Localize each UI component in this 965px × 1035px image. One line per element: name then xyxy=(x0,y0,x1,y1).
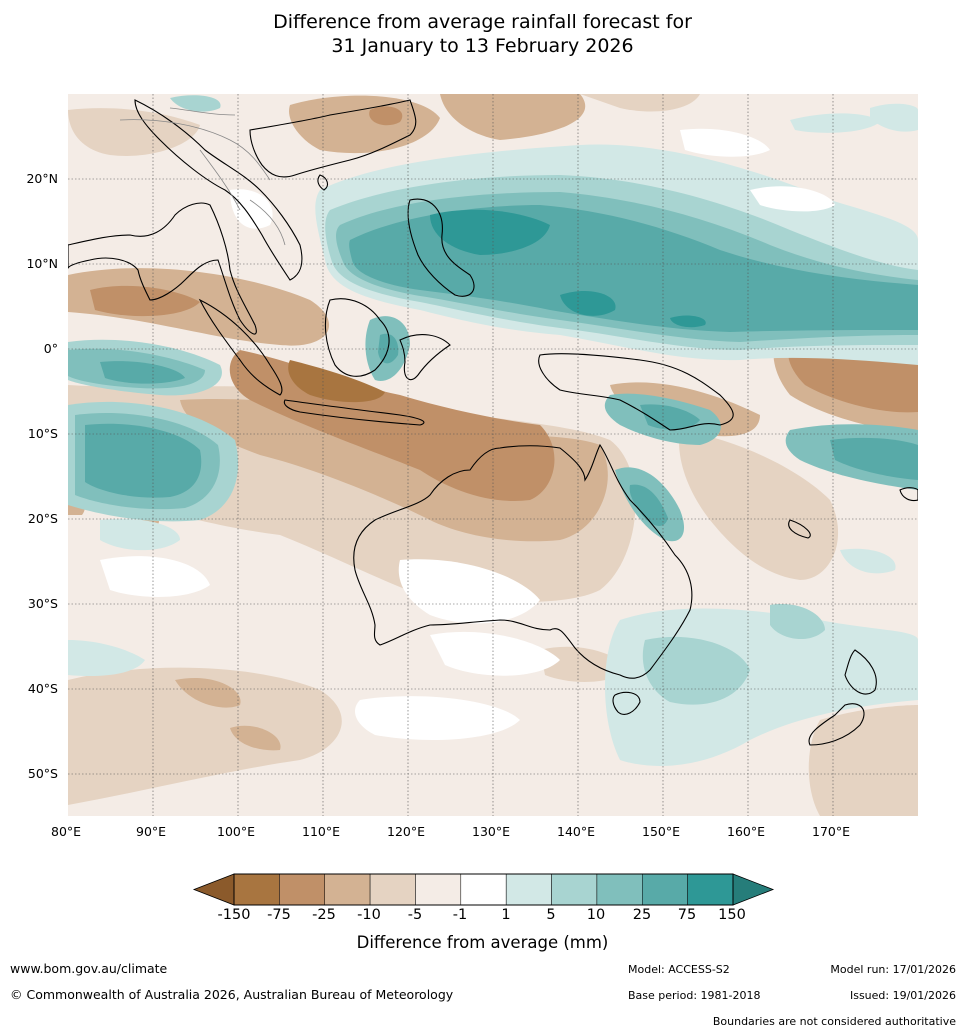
lat-tick-label: 10°N xyxy=(26,256,58,271)
colorbar-tick-label: -5 xyxy=(407,907,423,923)
colorbar-tick-label: 10 xyxy=(586,907,606,923)
lon-tick-label: 120°E xyxy=(387,824,426,839)
colorbar-segment xyxy=(279,873,325,906)
colorbar-tick-label: 1 xyxy=(501,907,511,923)
lat-tick-label: 50°S xyxy=(27,766,58,781)
copyright-text: © Commonwealth of Australia 2026, Austra… xyxy=(10,987,454,1002)
lon-tick-label: 140°E xyxy=(557,824,596,839)
lon-tick-label: 90°E xyxy=(136,824,167,839)
colorbar-outline xyxy=(233,873,734,906)
lon-tick-label: 150°E xyxy=(642,824,681,839)
lat-tick-label: 10°S xyxy=(27,426,58,441)
lat-tick-label: 40°S xyxy=(27,681,58,696)
lon-tick-label: 110°E xyxy=(302,824,341,839)
base-period: Base period: 1981-2018 xyxy=(628,989,761,1002)
colorbar-segment xyxy=(596,873,643,906)
website-link[interactable]: www.bom.gov.au/climate xyxy=(10,961,168,976)
colorbar-segment xyxy=(415,873,462,906)
colorbar-tick-label: -1 xyxy=(452,907,468,923)
model-run-date: Model run: 17/01/2026 xyxy=(830,963,956,976)
colorbar-title: Difference from average (mm) xyxy=(356,933,609,952)
colorbar-tick-label: -75 xyxy=(267,907,291,923)
colorbar-tick-label: -150 xyxy=(217,907,251,923)
colorbar-segment xyxy=(233,873,280,906)
colorbar-tick-label: 150 xyxy=(718,907,746,923)
colorbar-segment xyxy=(505,873,552,906)
colorbar-tick-label: 75 xyxy=(677,907,697,923)
colorbar-tick-label: -10 xyxy=(357,907,381,923)
lat-tick-label: 20°N xyxy=(26,171,58,186)
colorbar-tick-label: 25 xyxy=(632,907,652,923)
colorbar-segment xyxy=(687,873,734,906)
colorbar xyxy=(192,873,775,906)
colorbar-extend-low xyxy=(192,873,235,906)
colorbar-segment xyxy=(460,873,507,906)
graticule xyxy=(68,94,918,816)
issued-date: Issued: 19/01/2026 xyxy=(849,989,956,1002)
lat-tick-label: 30°S xyxy=(27,596,58,611)
lon-tick-label: 130°E xyxy=(472,824,511,839)
lon-tick-label: 80°E xyxy=(51,824,82,839)
map-title-line-1: Difference from average rainfall forecas… xyxy=(273,11,692,33)
colorbar-tick-label: -25 xyxy=(312,907,336,923)
lon-tick-label: 170°E xyxy=(812,824,851,839)
coastlines xyxy=(68,99,918,746)
boundaries-disclaimer: Boundaries are not considered authoritat… xyxy=(712,1015,956,1028)
country-boundaries xyxy=(119,107,286,246)
lon-tick-label: 100°E xyxy=(217,824,256,839)
colorbar-segment xyxy=(369,873,416,906)
lat-tick-label: 20°S xyxy=(27,511,58,526)
colorbar-segment xyxy=(551,873,598,906)
model-name: Model: ACCESS-S2 xyxy=(628,963,730,976)
lon-tick-label: 160°E xyxy=(727,824,766,839)
colorbar-segment xyxy=(324,873,371,906)
colorbar-segment xyxy=(642,873,688,906)
colorbar-extend-high xyxy=(732,873,775,906)
colorbar-tick-label: 5 xyxy=(546,907,556,923)
map-title-line-2: 31 January to 13 February 2026 xyxy=(331,35,634,57)
lat-tick-label: 0° xyxy=(43,341,58,356)
